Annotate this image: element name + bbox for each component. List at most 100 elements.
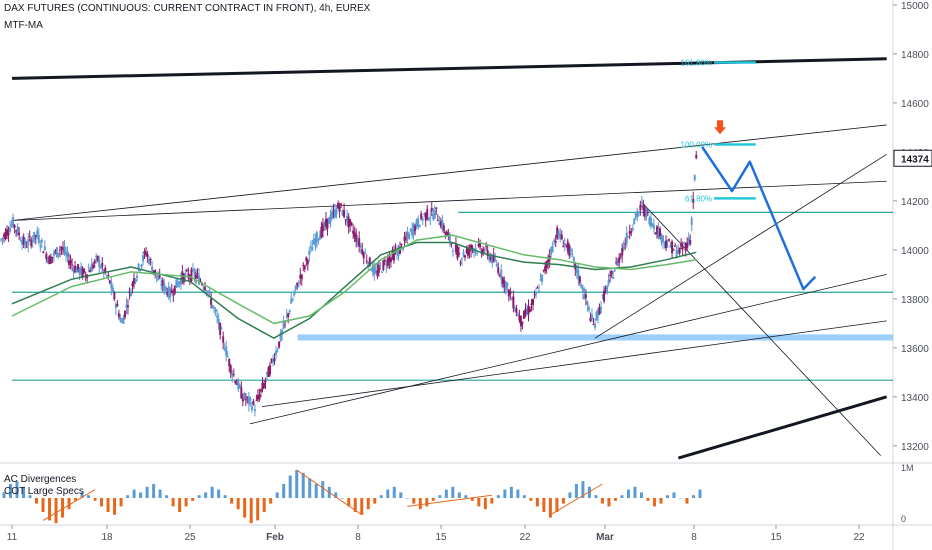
candle-body: [618, 257, 621, 263]
candle-body: [12, 216, 15, 227]
oscillator-bar: [113, 498, 117, 515]
candle-body: [208, 290, 211, 292]
candle-body: [137, 263, 140, 269]
candle-body: [210, 298, 213, 305]
oscillator-bar: [61, 498, 65, 518]
candle-body: [421, 218, 424, 221]
candle-body: [397, 247, 400, 257]
oscillator-bar: [139, 492, 143, 498]
candle-body: [456, 247, 459, 259]
candle-body: [197, 275, 200, 285]
candle-body: [139, 270, 142, 272]
candle-body: [373, 266, 376, 276]
candle-body: [74, 265, 77, 273]
candle-body: [19, 240, 22, 242]
candle-body: [54, 250, 57, 252]
candle-body: [15, 230, 18, 232]
candle-body: [551, 246, 554, 253]
candle-body: [637, 211, 640, 213]
oscillator-bar: [67, 498, 71, 510]
candle-body: [507, 289, 510, 297]
candle-body: [152, 270, 155, 272]
candle-body: [305, 257, 308, 261]
candle-body: [169, 288, 172, 298]
oscillator-bar: [522, 495, 526, 498]
candle-body: [563, 243, 566, 246]
candle-body: [383, 260, 386, 262]
candle-body: [521, 321, 524, 324]
candle-body: [476, 252, 479, 254]
oscillator-bar: [496, 495, 500, 498]
oscillator-bar: [548, 498, 552, 518]
candle-body: [442, 225, 445, 231]
candle-body: [515, 308, 518, 313]
candle-body: [370, 269, 373, 271]
candle-body: [326, 218, 329, 229]
candle-body: [34, 235, 37, 238]
candle-body: [535, 292, 538, 295]
candle-body: [482, 248, 485, 255]
x-tick-label: Feb: [266, 532, 284, 543]
candle-body: [10, 224, 13, 227]
candle-body: [83, 268, 86, 273]
candle-body: [412, 224, 415, 235]
candle-body: [547, 259, 550, 263]
candle-body: [528, 309, 531, 312]
candle-body: [78, 268, 81, 275]
candle-body: [448, 234, 451, 242]
candle-body: [424, 212, 427, 221]
candle-body: [577, 270, 580, 280]
candle-body: [72, 268, 75, 273]
candle-body: [0, 239, 2, 241]
candle-body: [500, 269, 503, 280]
candle-body: [28, 236, 31, 238]
candle-body: [524, 308, 527, 315]
candle-body: [117, 313, 120, 318]
oscillator-bar: [275, 492, 279, 498]
oscillator-bar: [490, 498, 494, 504]
candle-body: [122, 318, 125, 324]
candle-body: [353, 232, 356, 238]
oscillator-bar: [425, 498, 429, 507]
oscillator-bar: [204, 492, 208, 498]
oscillator-bar: [243, 498, 247, 518]
oscillator-bar: [74, 498, 78, 501]
candle-body: [541, 274, 544, 282]
candle-body: [545, 261, 548, 268]
candle-body: [231, 373, 234, 376]
oscillator-bar: [178, 498, 182, 512]
oscillator-bars: [2, 470, 702, 524]
candle-body: [380, 271, 383, 273]
divergence-line: [550, 483, 603, 516]
candle-body: [327, 217, 330, 224]
candle-body: [105, 275, 108, 277]
candle-body: [409, 228, 412, 231]
trendline: [677, 395, 888, 460]
candle-body: [556, 227, 559, 239]
candle-body: [7, 233, 10, 235]
candle-body: [612, 276, 615, 279]
oscillator-bar: [230, 498, 234, 504]
candle-body: [216, 315, 219, 318]
candle-body: [427, 218, 430, 221]
candle-body: [247, 396, 250, 405]
oscillator-label: AC Divergences: [4, 474, 76, 485]
moving-average-line: [11, 234, 697, 325]
candle-body: [589, 317, 592, 321]
x-tick-label: 11: [7, 532, 18, 543]
candle-body: [418, 224, 421, 228]
oscillator-bar: [633, 486, 637, 498]
candle-body: [584, 294, 587, 298]
oscillator-bar: [340, 498, 344, 499]
candle-body: [516, 313, 519, 316]
candle-body: [110, 281, 113, 289]
oscillator-bar: [126, 495, 130, 498]
candle-body: [238, 384, 241, 388]
oscillator-bar: [379, 495, 383, 498]
candle-body: [471, 247, 474, 249]
candle-body: [683, 243, 686, 245]
candle-body: [663, 241, 666, 243]
candle-body: [173, 285, 176, 294]
